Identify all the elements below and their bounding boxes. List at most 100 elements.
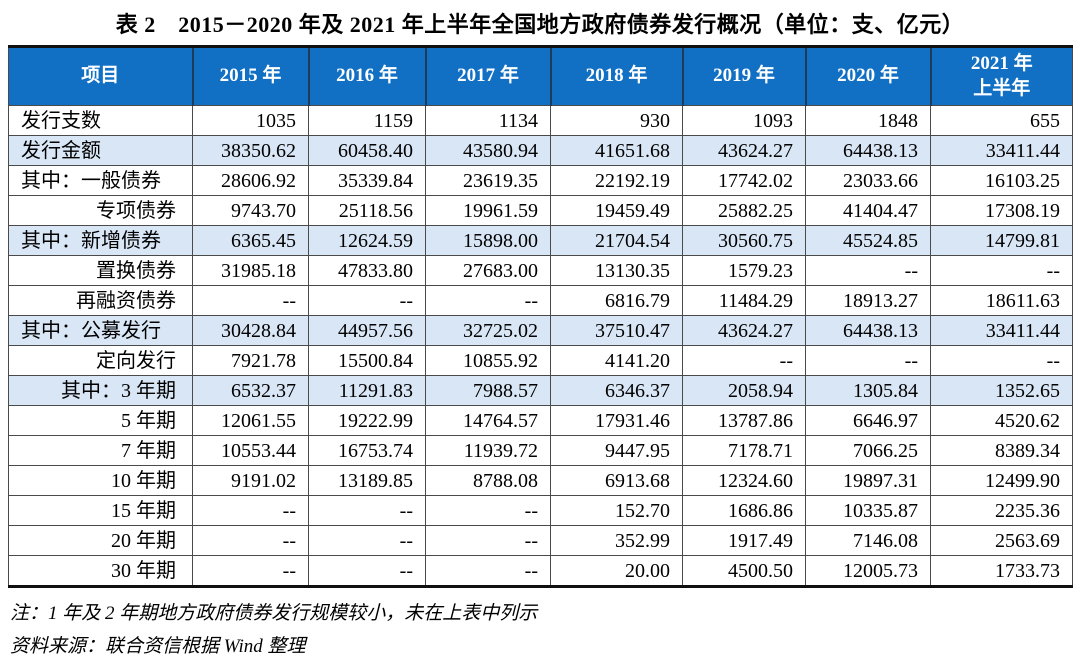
table-row: 专项债券 9743.70 25118.56 19961.59 19459.49 25882… (8, 195, 1073, 226)
value-cell: 7066.25 (805, 435, 931, 466)
value-cell: 38350.62 (192, 135, 309, 166)
value-cell: 43624.27 (682, 135, 806, 166)
value-cell: 4141.20 (550, 345, 683, 376)
row-label-cell: 发行金额 (8, 135, 193, 166)
value-cell: 4500.50 (682, 555, 806, 587)
row-label-cell: 20 年期 (8, 525, 193, 556)
column-header-1: 2015 年 (191, 46, 309, 106)
value-cell: 2563.69 (930, 525, 1073, 556)
value-cell: 930 (550, 105, 683, 136)
value-cell: 10553.44 (192, 435, 309, 466)
value-cell: -- (930, 255, 1073, 286)
value-cell: 2058.94 (682, 375, 806, 406)
table-row: 7 年期 10553.44 16753.74 11939.72 9447.95 7178.… (8, 435, 1073, 466)
value-cell: 15500.84 (308, 345, 426, 376)
value-cell: 655 (930, 105, 1073, 136)
value-cell: 25882.25 (682, 195, 806, 226)
row-label-cell: 其中：新增债券 (8, 225, 193, 256)
column-header-7: 2021 年 上半年 (929, 46, 1073, 106)
value-cell: -- (192, 495, 309, 526)
table-row: 发行金额 38350.62 60458.40 43580.94 41651.68 4362… (8, 135, 1073, 166)
column-header-2: 2016 年 (307, 46, 426, 106)
value-cell: 1579.23 (682, 255, 806, 286)
value-cell: 12061.55 (192, 405, 309, 436)
row-label-cell: 发行支数 (8, 105, 193, 136)
value-cell: 43624.27 (682, 315, 806, 346)
table-row: 其中：公募发行 30428.84 44957.56 32725.02 37510.47 4… (8, 315, 1073, 346)
value-cell: 41404.47 (805, 195, 931, 226)
header-row: 项目 2015 年 2016 年 2017 年 2018 年 2019 年 2020 年 20… (8, 46, 1073, 106)
value-cell: 7921.78 (192, 345, 309, 376)
row-label-cell: 置换债券 (8, 255, 193, 286)
value-cell: 14799.81 (930, 225, 1073, 256)
value-cell: 4520.62 (930, 405, 1073, 436)
value-cell: 14764.57 (425, 405, 551, 436)
value-cell: -- (930, 345, 1073, 376)
value-cell: 11291.83 (308, 375, 426, 406)
value-cell: 64438.13 (805, 315, 931, 346)
table-title: 表 2 2015－2020 年及 2021 年上半年全国地方政府债券发行概况（单… (115, 12, 965, 37)
value-cell: -- (308, 555, 426, 587)
value-cell: -- (425, 525, 551, 556)
value-cell: 6646.97 (805, 405, 931, 436)
value-cell: 352.99 (550, 525, 683, 556)
value-cell: 41651.68 (550, 135, 683, 166)
value-cell: -- (192, 525, 309, 556)
table-row: 其中：3 年期 6532.37 11291.83 7988.57 6346.37 2058… (8, 375, 1073, 406)
value-cell: 1134 (425, 105, 551, 136)
value-cell: 13189.85 (308, 465, 426, 496)
value-cell: 1352.65 (930, 375, 1073, 406)
value-cell: 7146.08 (805, 525, 931, 556)
value-cell: 16103.25 (930, 165, 1073, 196)
table-row: 发行支数 1035 1159 1134 930 1093 1848 655 (8, 105, 1073, 136)
value-cell: 17742.02 (682, 165, 806, 196)
table-row: 置换债券 31985.18 47833.80 27683.00 13130.35 1579… (8, 255, 1073, 286)
column-header-6: 2020 年 (804, 46, 931, 106)
column-header-4: 2018 年 (549, 46, 683, 106)
column-header-3: 2017 年 (424, 46, 551, 106)
value-cell: 6346.37 (550, 375, 683, 406)
table-body: 发行支数 1035 1159 1134 930 1093 1848 655 发行金额 38350.… (8, 105, 1073, 587)
value-cell: 2235.36 (930, 495, 1073, 526)
value-cell: 10855.92 (425, 345, 551, 376)
value-cell: 11484.29 (682, 285, 806, 316)
value-cell: 1305.84 (805, 375, 931, 406)
value-cell: 1686.86 (682, 495, 806, 526)
value-cell: 35339.84 (308, 165, 426, 196)
row-label-cell: 其中：3 年期 (8, 375, 193, 406)
value-cell: -- (425, 495, 551, 526)
value-cell: 152.70 (550, 495, 683, 526)
value-cell: 19459.49 (550, 195, 683, 226)
value-cell: 16753.74 (308, 435, 426, 466)
value-cell: 28606.92 (192, 165, 309, 196)
table-row: 定向发行 7921.78 15500.84 10855.92 4141.20 -- -- -- (8, 345, 1073, 376)
value-cell: -- (425, 555, 551, 587)
value-cell: 13130.35 (550, 255, 683, 286)
row-label-cell: 10 年期 (8, 465, 193, 496)
table-row: 10 年期 9191.02 13189.85 8788.08 6913.68 12324.… (8, 465, 1073, 496)
value-cell: 6816.79 (550, 285, 683, 316)
value-cell: -- (805, 345, 931, 376)
value-cell: 32725.02 (425, 315, 551, 346)
value-cell: -- (308, 495, 426, 526)
table-row: 20 年期 -- -- -- 352.99 1917.49 7146.08 2563.69 (8, 525, 1073, 556)
table-row: 5 年期 12061.55 19222.99 14764.57 17931.46 1378… (8, 405, 1073, 436)
value-cell: 9743.70 (192, 195, 309, 226)
value-cell: 9191.02 (192, 465, 309, 496)
value-cell: -- (308, 525, 426, 556)
value-cell: 33411.44 (930, 315, 1073, 346)
value-cell: -- (308, 285, 426, 316)
value-cell: 60458.40 (308, 135, 426, 166)
value-cell: 11939.72 (425, 435, 551, 466)
table-footnotes: 注：1 年及 2 年期地方政府债券发行规模较小，未在上表中列示 资料来源：联合资… (10, 597, 1080, 664)
value-cell: 6913.68 (550, 465, 683, 496)
column-header-0: 项目 (8, 46, 193, 106)
row-label-cell: 其中：一般债券 (8, 165, 193, 196)
value-cell: 22192.19 (550, 165, 683, 196)
table-row: 其中：新增债券 6365.45 12624.59 15898.00 21704.54 30… (8, 225, 1073, 256)
value-cell: 15898.00 (425, 225, 551, 256)
value-cell: 47833.80 (308, 255, 426, 286)
row-label-cell: 7 年期 (8, 435, 193, 466)
value-cell: 8389.34 (930, 435, 1073, 466)
